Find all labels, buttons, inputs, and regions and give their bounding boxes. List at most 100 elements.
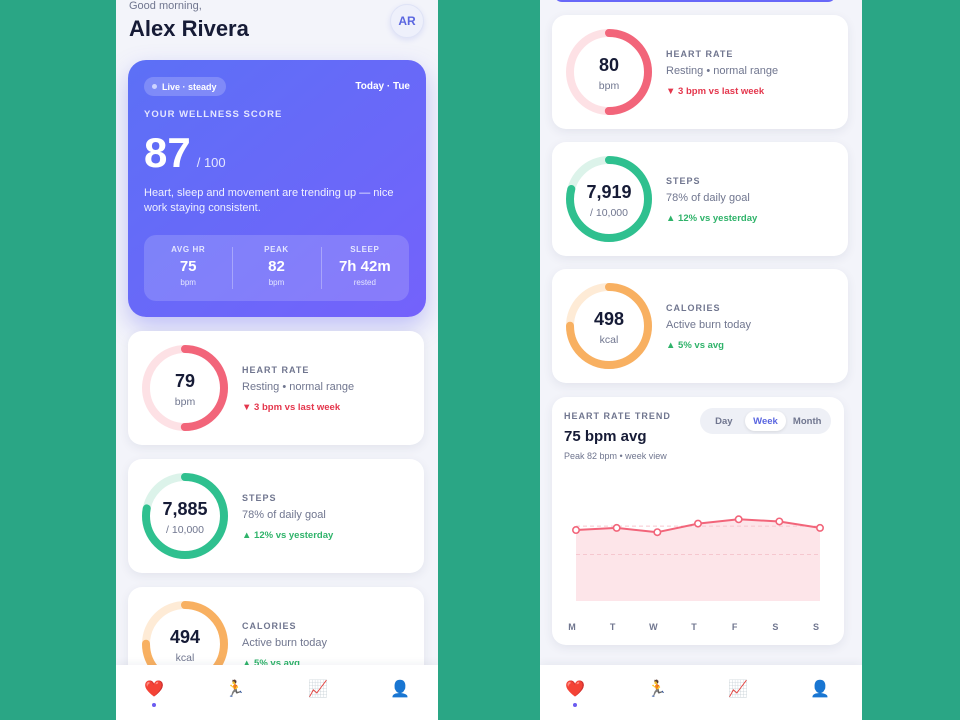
stat-label: PEAK [264, 245, 289, 254]
heart-rate-ring: 79 bpm [141, 344, 229, 432]
trend-subtitle: Peak 82 bpm • week view [564, 451, 667, 461]
metric-value: 80 [598, 55, 620, 75]
profile-icon: 👤 [810, 681, 830, 698]
data-point [694, 519, 703, 528]
phone-screen-right: 80 bpm HEART RATE Resting • normal range … [540, 0, 862, 720]
metric-delta: ▲ 12% vs yesterday [666, 213, 758, 224]
greeting-text: Good morning, [129, 0, 202, 12]
bottom-nav: ❤️ 🏃 📈 👤 [116, 665, 438, 720]
progress-ring [566, 156, 652, 242]
heart-rate-trend-card: HEART RATE TREND 75 bpm avg Peak 82 bpm … [552, 397, 844, 645]
metric-unit: kcal [175, 652, 195, 664]
wellness-card-edge [554, 0, 836, 2]
active-indicator [573, 703, 577, 707]
stat-value: 7h 42m [338, 258, 391, 275]
ring-progress [566, 29, 652, 115]
metric-value: 7,919 [586, 182, 632, 202]
progress-ring [566, 283, 652, 369]
stat-label: SLEEP [350, 245, 380, 254]
metric-unit: kcal [599, 334, 619, 346]
live-status-label: Live · steady [162, 81, 217, 92]
avatar[interactable]: AR [390, 4, 424, 38]
score-value: 87 [144, 129, 191, 176]
ring-progress [142, 473, 228, 559]
nav-profile[interactable]: 👤 [380, 679, 420, 709]
stat-sleep: SLEEP 7h 42m rested [320, 235, 409, 301]
nav-heart[interactable]: ❤️ [134, 679, 174, 709]
stat-label: AVG HR [171, 245, 206, 254]
nav-trends[interactable]: 📈 [718, 679, 758, 709]
metric-title: CALORIES [666, 303, 721, 313]
stat-peak: PEAK 82 bpm [232, 235, 320, 301]
stat-unit: bpm [268, 278, 285, 287]
wellness-label: YOUR WELLNESS SCORE [144, 109, 283, 120]
nav-activity[interactable]: 🏃 [215, 679, 255, 709]
heart-rate-card[interactable]: 79 bpm HEART RATE Resting • normal range … [128, 331, 424, 445]
nav-heart[interactable]: ❤️ [555, 679, 595, 709]
heart-icon: ❤️ [565, 681, 585, 698]
runner-icon: 🏃 [647, 681, 667, 698]
wellness-score: 87 / 100 [144, 132, 226, 174]
chart-icon: 📈 [308, 681, 328, 698]
heart-icon: ❤️ [144, 681, 164, 698]
metric-unit: / 10,000 [166, 524, 204, 536]
metric-value: 498 [593, 309, 625, 329]
nav-activity[interactable]: 🏃 [637, 679, 677, 709]
metric-subtitle: Resting • normal range [666, 65, 779, 77]
metric-delta: ▲ 5% vs avg [666, 340, 724, 351]
dashboard-screen-scrolled: 80 bpm HEART RATE Resting • normal range … [540, 0, 862, 720]
metric-subtitle: Resting • normal range [242, 381, 355, 393]
stat-unit: rested [353, 278, 376, 287]
tab-week[interactable]: Week [744, 411, 787, 431]
user-name: Alex Rivera [129, 16, 249, 41]
runner-icon: 🏃 [225, 681, 245, 698]
live-status-badge: Live · steady [144, 77, 226, 96]
live-dot-icon [152, 84, 157, 89]
x-tick-label: T [610, 622, 616, 632]
data-point [734, 515, 743, 524]
metric-title: HEART RATE [242, 365, 310, 375]
stat-avg-hr: AVG HR 75 bpm [144, 235, 232, 301]
tab-day[interactable]: Day [715, 415, 733, 427]
data-point [653, 528, 662, 537]
trend-average: 75 bpm avg [564, 428, 647, 445]
metric-unit: bpm [174, 396, 196, 408]
metric-delta: ▲ 12% vs yesterday [242, 530, 334, 541]
steps-card[interactable]: 7,885 / 10,000 STEPS 78% of daily goal ▲ … [128, 459, 424, 573]
active-indicator [152, 703, 156, 707]
nav-trends[interactable]: 📈 [298, 679, 338, 709]
metric-value: 494 [169, 627, 201, 647]
data-point [775, 517, 784, 526]
metric-title: CALORIES [242, 621, 297, 631]
calories-ring: 498 kcal [565, 282, 653, 370]
stat-unit: bpm [180, 278, 196, 287]
metric-unit: bpm [598, 80, 620, 92]
steps-card[interactable]: 7,919 / 10,000 STEPS 78% of daily goal ▲ … [552, 142, 848, 256]
heart-rate-card[interactable]: 80 bpm HEART RATE Resting • normal range … [552, 15, 848, 129]
hero-stats: AVG HR 75 bpm PEAK 82 bpm SLEEP 7h 42m r… [144, 235, 409, 301]
x-tick-label: T [691, 622, 697, 632]
phone-screen-left: Good morning, Alex Rivera AR Live · stea… [116, 0, 438, 720]
data-point [571, 526, 580, 535]
nav-profile[interactable]: 👤 [800, 679, 840, 709]
x-tick-label: W [649, 622, 658, 632]
metric-subtitle: Active burn today [242, 637, 327, 649]
progress-ring [142, 473, 228, 559]
profile-icon: 👤 [390, 681, 410, 698]
steps-ring: 7,919 / 10,000 [565, 155, 653, 243]
period-selector: Day Week Month [700, 408, 831, 434]
trend-title: HEART RATE TREND [564, 411, 671, 421]
x-tick-label: S [813, 622, 819, 632]
wellness-score-card[interactable]: Live · steady Today · Tue YOUR WELLNESS … [128, 60, 426, 317]
metric-subtitle: Active burn today [666, 319, 751, 331]
metric-title: STEPS [666, 176, 701, 186]
metric-delta: ▼ 3 bpm vs last week [242, 402, 341, 413]
stat-value: 82 [268, 258, 285, 275]
ring-progress [566, 283, 652, 369]
tab-month[interactable]: Month [792, 415, 822, 427]
trend-area [576, 519, 820, 601]
calories-card[interactable]: 498 kcal CALORIES Active burn today ▲ 5% … [552, 269, 848, 383]
wellness-description: Heart, sleep and movement are trending u… [144, 187, 394, 214]
progress-ring [566, 29, 652, 115]
